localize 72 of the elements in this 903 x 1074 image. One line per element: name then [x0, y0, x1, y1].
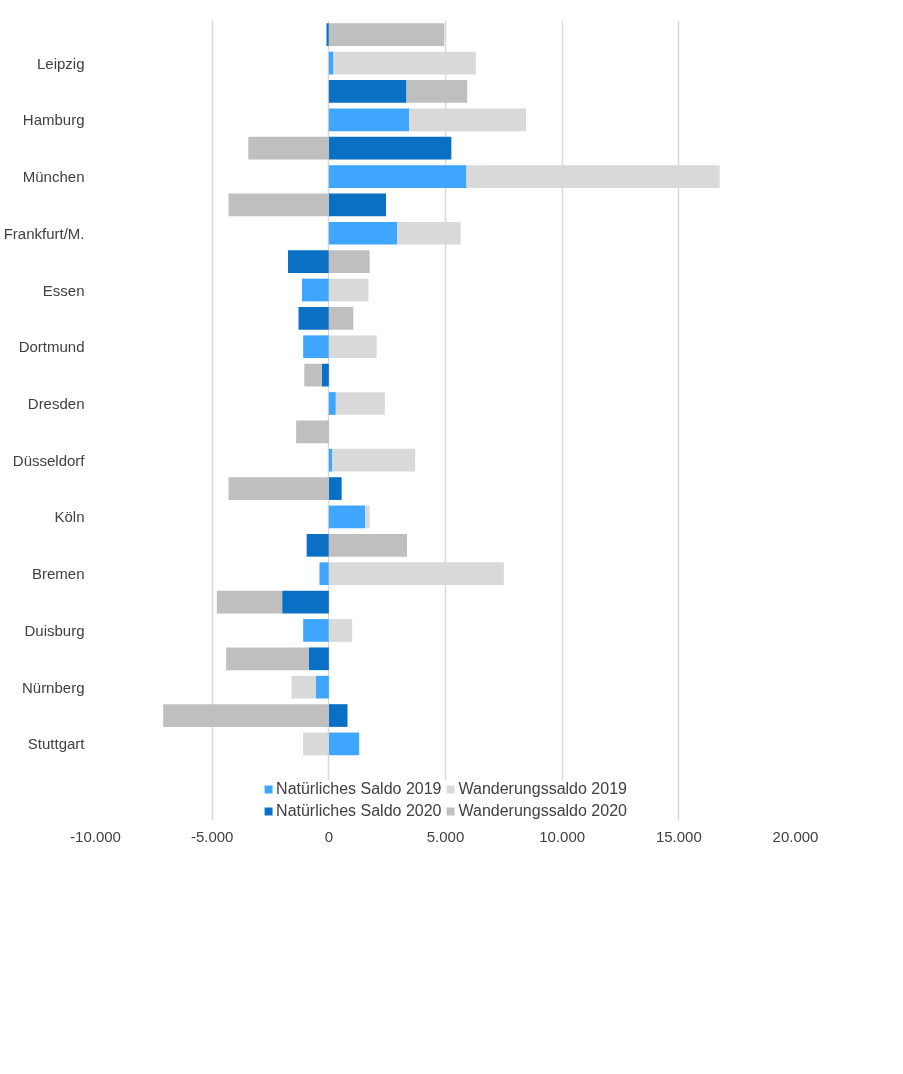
legend-label: Wanderungssaldo 2019 [458, 780, 627, 798]
bar [328, 732, 360, 756]
bar [328, 51, 334, 75]
bar [333, 51, 476, 75]
bar [328, 505, 365, 529]
bar [321, 363, 329, 387]
bar [228, 193, 329, 217]
bar [288, 250, 329, 273]
bar [328, 619, 353, 642]
bar [365, 505, 370, 529]
y-tick-label: Essen [42, 281, 85, 299]
bar [328, 704, 348, 727]
x-tick-label: 5.000 [426, 827, 465, 845]
bar [328, 477, 342, 500]
bar [248, 136, 329, 160]
y-tick-label: Hamburg [22, 111, 85, 129]
y-tick-label: Nürnberg [21, 678, 85, 696]
bar [328, 250, 370, 273]
x-tick-label: 10.000 [539, 827, 586, 845]
bar [316, 675, 329, 699]
bar [328, 307, 354, 330]
y-tick-label: Dresden [27, 394, 85, 412]
bar [291, 675, 316, 699]
y-tick-label: Köln [54, 508, 85, 526]
y-tick-label: Frankfurt/M. [3, 224, 85, 242]
bar [328, 193, 386, 217]
bar [319, 562, 329, 586]
x-tick-label: 20.000 [772, 827, 819, 845]
bar [328, 278, 369, 302]
bar [397, 221, 461, 245]
bar [328, 80, 407, 103]
bar [163, 704, 329, 727]
bar [296, 420, 329, 444]
bar [228, 477, 329, 500]
y-tick-label: Düsseldorf [12, 451, 86, 469]
x-tick-label: -10.000 [70, 827, 121, 845]
bar [328, 136, 452, 160]
y-tick-label: Leipzig [36, 54, 85, 72]
bar [298, 307, 329, 330]
bar [302, 278, 329, 302]
bar [303, 335, 329, 359]
bar [406, 80, 468, 103]
legend-label: Natürliches Saldo 2019 [276, 780, 442, 798]
x-tick-label: 15.000 [655, 827, 702, 845]
y-tick-label: Duisburg [24, 621, 85, 639]
bar [216, 590, 283, 614]
bar [226, 647, 309, 671]
bar [303, 619, 329, 642]
bar [328, 23, 445, 47]
bar [309, 647, 329, 671]
legend-label: Wanderungssaldo 2020 [458, 802, 627, 820]
bar [332, 448, 416, 472]
y-tick-label: Dortmund [18, 338, 85, 356]
bar [304, 363, 322, 387]
bar [328, 392, 336, 415]
y-tick-label: Bremen [31, 565, 85, 583]
bar [328, 108, 410, 132]
y-tick-label: München [22, 168, 85, 186]
bar [328, 335, 377, 359]
bar [328, 562, 504, 586]
bar [328, 165, 467, 188]
bar [328, 221, 398, 245]
x-tick-label: 0 [324, 827, 334, 845]
x-tick-label: -5.000 [190, 827, 234, 845]
bar [409, 108, 526, 132]
bar [303, 732, 329, 756]
bar [335, 392, 385, 415]
legend-label: Natürliches Saldo 2020 [276, 802, 442, 820]
bar [328, 533, 407, 557]
bar [282, 590, 329, 614]
bar [306, 533, 329, 557]
y-tick-label: Stuttgart [27, 735, 86, 753]
